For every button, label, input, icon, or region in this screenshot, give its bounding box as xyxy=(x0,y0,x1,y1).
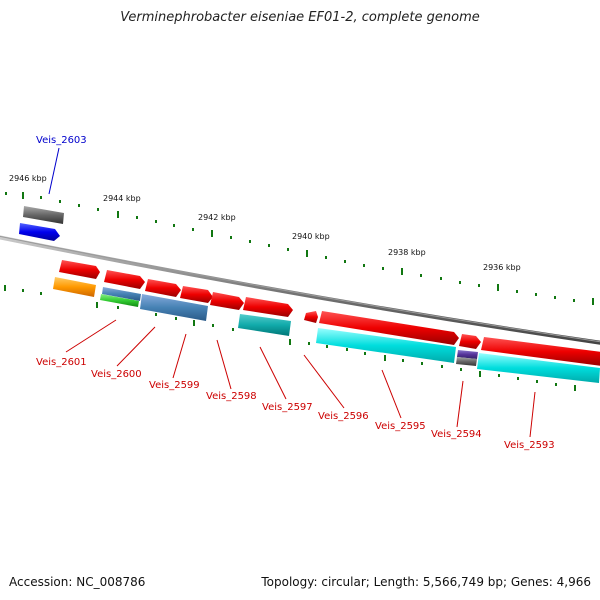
gene-veis-2603-cds xyxy=(19,223,60,241)
cds-veis-2595 xyxy=(316,328,456,363)
scale-label: 2936 kbp xyxy=(483,263,521,272)
genome-title: Verminephrobacter eiseniae EF01-2, compl… xyxy=(120,10,480,25)
cds-veis-2599 xyxy=(140,294,208,321)
gene-veis-2600 xyxy=(104,270,145,289)
gene-veis-2596 xyxy=(243,297,293,317)
gene-label: Veis_2600 xyxy=(91,369,142,380)
scale-track-outer xyxy=(5,192,594,305)
gene-veis-2601 xyxy=(59,260,100,279)
scale-label: 2938 kbp xyxy=(388,248,426,257)
scale-label: 2944 kbp xyxy=(103,194,141,203)
label-leaders xyxy=(48,147,536,438)
leader-veis-2601 xyxy=(65,319,117,353)
gene-veis-2598 xyxy=(180,286,213,303)
forward-strand-genes xyxy=(59,260,600,366)
scale-label: 2946 kbp xyxy=(9,174,47,183)
cds-veis-2594-b xyxy=(456,357,477,366)
gene-label: Veis_2593 xyxy=(504,440,555,451)
gene-veis-2603 xyxy=(23,206,64,224)
leader-veis-2597 xyxy=(259,346,287,400)
genome-backbone xyxy=(0,235,600,345)
cds-veis-2594 xyxy=(457,350,478,359)
leader-veis-2598 xyxy=(216,339,232,390)
cds-veis-2600-b xyxy=(100,294,139,307)
leader-veis-2599 xyxy=(172,333,187,379)
gene-label-veis-2603: Veis_2603 xyxy=(36,135,87,146)
gene-label: Veis_2594 xyxy=(431,429,482,440)
gene-label: Veis_2598 xyxy=(206,391,257,402)
gene-veis-2595 xyxy=(319,311,459,345)
gene-veis-2595a xyxy=(304,311,318,323)
gene-label: Veis_2597 xyxy=(262,402,313,413)
scale-track-inner xyxy=(4,285,576,391)
cds-veis-2593 xyxy=(477,353,600,383)
scale-labels: 2946 kbp 2944 kbp 2942 kbp 2940 kbp 2938… xyxy=(9,174,521,272)
gene-label: Veis_2595 xyxy=(375,421,426,432)
accession-text: Accession: NC_008786 xyxy=(9,575,146,589)
leader-veis-2595 xyxy=(381,369,402,419)
gene-label: Veis_2601 xyxy=(36,357,87,368)
gene-veis-2597 xyxy=(210,292,244,310)
gene-veis-2593 xyxy=(481,337,600,366)
leader-veis-2603 xyxy=(48,147,60,195)
cds-features xyxy=(53,277,600,383)
cds-veis-2601 xyxy=(53,277,96,297)
gene-veis-2594 xyxy=(459,334,481,349)
gene-label: Veis_2596 xyxy=(318,411,369,422)
gene-label-group: Veis_2603 Veis_2601 Veis_2600 Veis_2599 … xyxy=(36,135,555,451)
leader-veis-2593 xyxy=(529,391,536,438)
reverse-strand-genes xyxy=(19,206,64,241)
scale-label: 2940 kbp xyxy=(292,232,330,241)
leader-veis-2600 xyxy=(116,326,156,367)
cds-veis-2597 xyxy=(238,314,291,336)
genome-summary-text: Topology: circular; Length: 5,566,749 bp… xyxy=(261,575,591,589)
gene-veis-2599 xyxy=(145,279,181,297)
leader-veis-2594 xyxy=(456,380,464,428)
scale-label: 2942 kbp xyxy=(198,213,236,222)
leader-veis-2596 xyxy=(303,354,345,409)
cds-veis-2600-a xyxy=(102,287,141,301)
gene-label: Veis_2599 xyxy=(149,380,200,391)
